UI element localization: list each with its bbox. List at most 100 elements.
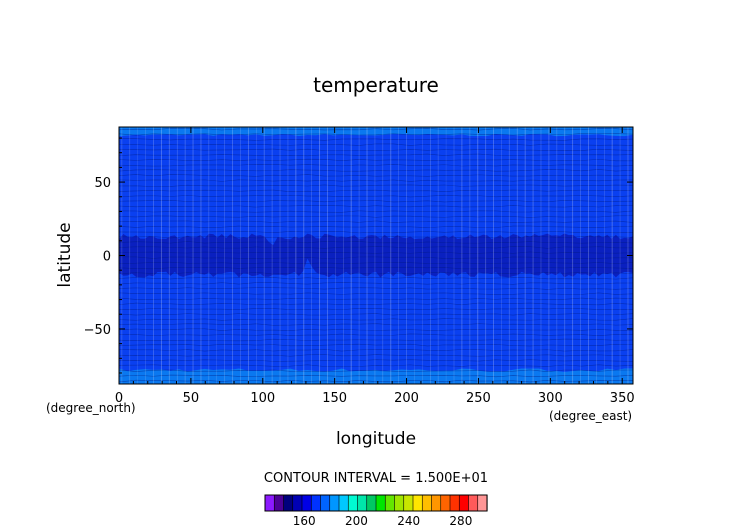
x-tick-label: 350 <box>610 391 635 406</box>
contour-line <box>119 251 633 254</box>
colorbar-tick-label: 160 <box>293 514 316 528</box>
contour-line <box>119 174 633 177</box>
contour-line <box>119 194 633 198</box>
contour-line <box>119 302 633 306</box>
contour-line <box>119 210 633 213</box>
contour-line <box>119 256 633 259</box>
chart-title: temperature <box>313 73 439 97</box>
x-tick-label: 100 <box>250 391 275 406</box>
colorbar-swatch <box>366 494 377 512</box>
y-tick-label: −50 <box>84 323 111 338</box>
colorbar-tick-label: 280 <box>449 514 472 528</box>
colorbar-swatch <box>320 494 331 512</box>
colorbar-swatch <box>273 494 285 512</box>
contour-line <box>119 241 633 244</box>
contour-line <box>119 153 633 157</box>
colorbar-swatch <box>357 494 368 512</box>
y-axis: 50 0 −50 <box>84 137 633 374</box>
contour-line <box>119 313 633 316</box>
contour-line <box>119 282 633 285</box>
contour-line <box>119 138 633 141</box>
colorbar-tick-label: 200 <box>345 514 368 528</box>
colorbar-frame <box>264 494 488 512</box>
x-units-label: (degree_east) <box>549 409 632 423</box>
x-tick-label: 200 <box>394 391 419 406</box>
contour-line <box>119 338 633 342</box>
contour-line <box>119 266 633 270</box>
y-axis-label: latitude <box>55 222 75 287</box>
colorbar-swatch <box>458 494 470 512</box>
colorbar-swatch <box>394 494 405 512</box>
contour-line <box>119 343 633 347</box>
contour-line <box>119 292 633 295</box>
contour-line <box>119 271 633 275</box>
colorbar-swatch <box>283 494 294 512</box>
colorbar-swatch <box>421 494 433 512</box>
colorbar-swatch <box>412 494 423 512</box>
colorbar-swatch <box>403 494 414 512</box>
colorbar-swatch <box>338 494 349 512</box>
plot-area <box>119 127 633 384</box>
contour-line <box>119 246 633 249</box>
contour-line <box>119 369 633 372</box>
y-tick-label: 0 <box>103 250 111 265</box>
colorbar-swatch <box>347 494 359 512</box>
contour-line <box>119 349 633 352</box>
contour-line <box>119 148 633 151</box>
contour-line <box>119 379 633 383</box>
contour-line <box>119 333 633 336</box>
contour-line <box>119 128 633 131</box>
colorbar-swatch <box>264 494 275 512</box>
x-tick-label: 300 <box>538 391 563 406</box>
contour-line <box>119 235 633 239</box>
colorbar-swatch <box>310 494 322 512</box>
x-tick-label: 150 <box>322 391 347 406</box>
colorbar-swatch <box>329 494 340 512</box>
contour-interval-label: CONTOUR INTERVAL = 1.500E+01 <box>264 471 488 486</box>
x-tick-label: 0 <box>115 391 123 406</box>
colorbar-swatch <box>375 494 386 512</box>
contour-line <box>119 133 633 136</box>
colorbar-swatch <box>440 494 451 512</box>
contour-line <box>119 374 633 378</box>
contour-line <box>119 220 633 223</box>
colorbar-swatch <box>384 494 396 512</box>
contour-line <box>119 184 633 187</box>
contour-line <box>119 359 633 362</box>
colorbar-swatch <box>449 494 460 512</box>
contour-line <box>119 318 633 321</box>
contour-line <box>119 297 633 300</box>
contour-line <box>119 364 633 367</box>
contour-line <box>119 158 633 162</box>
colorbar-swatch <box>431 494 442 512</box>
contour-line <box>119 205 633 208</box>
colorbar-swatch <box>301 494 312 512</box>
colorbar-swatch <box>468 494 479 512</box>
contour-line <box>119 200 633 203</box>
colorbar-tick-label: 240 <box>397 514 420 528</box>
contour-line <box>119 354 633 357</box>
tropical-contour-band <box>119 233 633 278</box>
contour-line <box>119 169 633 172</box>
contour-line <box>119 261 633 265</box>
contour-line <box>119 215 633 218</box>
contour-line <box>119 277 633 280</box>
x-tick-label: 250 <box>466 391 491 406</box>
colorbar-swatch <box>292 494 303 512</box>
x-tick-label: 50 <box>183 391 200 406</box>
y-units-label: (degree_north) <box>46 401 136 415</box>
colorbar: 160 200 240 280 <box>264 494 488 528</box>
contour-line <box>119 307 633 311</box>
contour-line <box>119 189 633 192</box>
contour-line <box>119 143 633 146</box>
x-axis: 0 50 100 150 200 250 300 350 <box>115 127 635 406</box>
colorbar-swatch <box>477 494 488 512</box>
contour-line <box>119 328 633 331</box>
x-axis-label: longitude <box>336 429 416 449</box>
contour-line <box>119 231 633 234</box>
contour-line <box>119 179 633 182</box>
contour-line <box>119 164 633 167</box>
y-tick-label: 50 <box>94 176 111 191</box>
contour-line <box>119 323 633 326</box>
